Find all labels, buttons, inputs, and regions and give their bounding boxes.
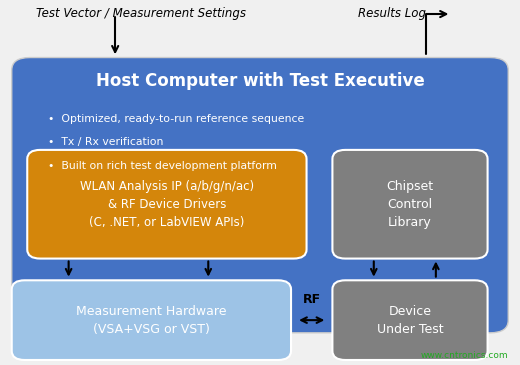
- Text: •  Tx / Rx verification: • Tx / Rx verification: [48, 137, 163, 147]
- FancyBboxPatch shape: [12, 58, 508, 333]
- FancyBboxPatch shape: [332, 280, 488, 360]
- Text: Chipset
Control
Library: Chipset Control Library: [386, 180, 434, 229]
- FancyBboxPatch shape: [12, 280, 291, 360]
- Text: RF: RF: [303, 293, 321, 306]
- Text: Test Vector / Measurement Settings: Test Vector / Measurement Settings: [36, 7, 246, 20]
- Text: Host Computer with Test Executive: Host Computer with Test Executive: [96, 72, 424, 90]
- Text: www.cntronics.com: www.cntronics.com: [421, 351, 508, 360]
- FancyBboxPatch shape: [332, 150, 488, 258]
- Text: •  Built on rich test development platform: • Built on rich test development platfor…: [48, 161, 277, 171]
- Text: WLAN Analysis IP (a/b/g/n/ac)
& RF Device Drivers
(C, .NET, or LabVIEW APIs): WLAN Analysis IP (a/b/g/n/ac) & RF Devic…: [80, 180, 254, 229]
- Text: Measurement Hardware
(VSA+VSG or VST): Measurement Hardware (VSA+VSG or VST): [76, 305, 227, 336]
- Text: •  Optimized, ready-to-run reference sequence: • Optimized, ready-to-run reference sequ…: [48, 114, 304, 124]
- Text: Results Log: Results Log: [358, 7, 425, 20]
- FancyBboxPatch shape: [27, 150, 307, 258]
- Text: Device
Under Test: Device Under Test: [376, 305, 444, 336]
